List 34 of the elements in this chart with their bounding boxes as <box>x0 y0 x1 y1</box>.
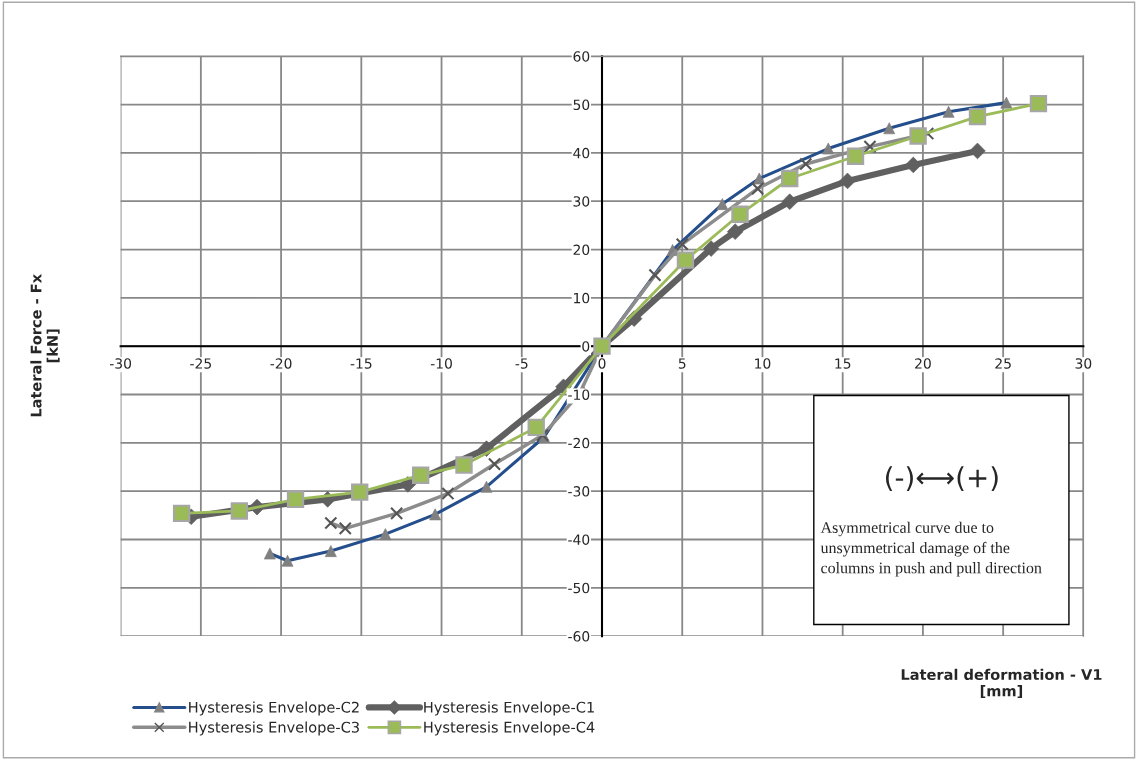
x-tick-label: 20 <box>915 358 931 369</box>
y-tick-label: -20 <box>568 437 590 449</box>
y-tick-label: -30 <box>568 486 590 497</box>
x-tick-label: 0 <box>598 358 606 369</box>
x-tick-label: 5 <box>678 358 686 369</box>
y-tick-label: 10 <box>574 292 590 304</box>
x-tick-label: -20 <box>270 358 292 369</box>
x-tick-label: 25 <box>995 358 1011 369</box>
x-tick-label: -10 <box>430 358 452 369</box>
y-tick-label: 40 <box>573 147 590 159</box>
x-tick-label: -30 <box>109 358 132 369</box>
annotation: (-)⟷(+) <box>886 466 998 491</box>
y-tick-label: -50 <box>568 582 590 594</box>
y-tick-label: 60 <box>573 51 590 62</box>
x-tick-label: 15 <box>835 358 851 369</box>
x-axis-title: Lateral deformation - V1 [mm] <box>901 668 1102 699</box>
legend-label: Hysteresis Envelope-C3 <box>189 721 359 736</box>
legend-label: Hysteresis Envelope-C2 <box>189 701 359 716</box>
y-tick-label: 50 <box>573 99 590 111</box>
y-tick-label: 0 <box>582 341 590 352</box>
x-tick-label: 10 <box>755 358 771 369</box>
annotation: Asymmetrical curve due to unsymmetrical damage of the columns in push and pull direction <box>820 521 1042 577</box>
x-tick-label: 30 <box>1075 358 1092 369</box>
y-tick-label: -60 <box>568 631 590 642</box>
legend-label: Hysteresis Envelope-C4 <box>424 721 595 736</box>
x-tick-label: -25 <box>190 358 211 369</box>
y-axis-title: Lateral Force - Fx [kN] <box>30 274 60 417</box>
legend-label: Hysteresis Envelope-C1 <box>424 701 594 716</box>
y-tick-label: -40 <box>568 534 590 545</box>
x-tick-label: -15 <box>350 358 372 369</box>
y-tick-label: -10 <box>568 389 590 400</box>
x-tick-label: -5 <box>515 358 528 369</box>
y-tick-label: 20 <box>573 244 590 256</box>
y-tick-label: 30 <box>573 196 590 207</box>
